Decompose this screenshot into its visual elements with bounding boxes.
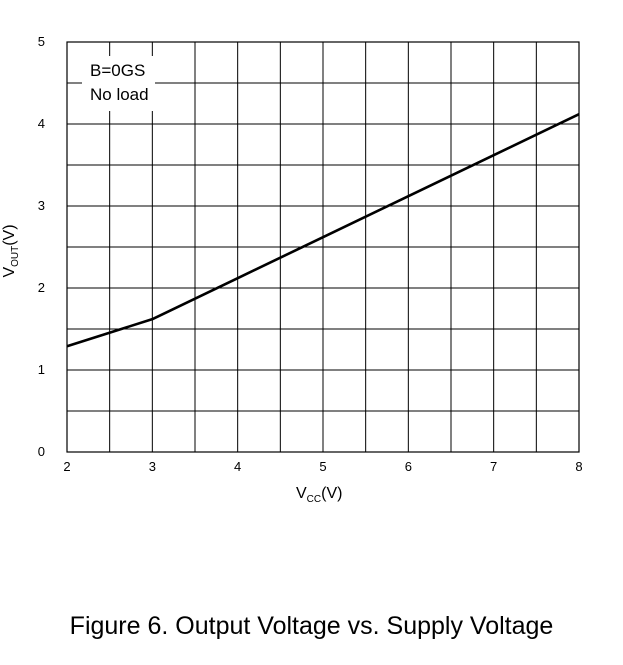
x-tick-label: 5: [319, 459, 326, 474]
y-tick-label: 5: [38, 34, 45, 49]
x-tick-label: 3: [149, 459, 156, 474]
plot-frame: [66, 41, 580, 453]
annotation-load: No load: [90, 85, 149, 104]
x-tick-labels: 2 3 4 5 6 7 8: [63, 459, 582, 474]
y-tick-labels: 0 1 2 3 4 5: [38, 34, 45, 459]
y-axis-title: VOUT(V): [1, 224, 21, 277]
x-tick-label: 8: [575, 459, 582, 474]
x-tick-label: 6: [405, 459, 412, 474]
series-line: [66, 112, 580, 348]
x-tick-label: 4: [234, 459, 241, 474]
y-tick-label: 0: [38, 444, 45, 459]
figure-caption: Figure 6. Output Voltage vs. Supply Volt…: [69, 612, 554, 640]
x-tick-label: 7: [490, 459, 497, 474]
y-tick-label: 3: [38, 198, 45, 213]
x-axis-title-sub: CC: [306, 494, 322, 506]
y-tick-label: 4: [38, 116, 45, 131]
annotation-field: B=0GS: [90, 61, 146, 80]
x-axis-title-unit: (V): [321, 485, 343, 502]
y-tick-label: 2: [38, 280, 45, 295]
x-axis-title: VCC(V): [296, 485, 342, 505]
y-axis-title-main: V: [0, 266, 18, 278]
x-axis-title-main: V: [296, 485, 307, 502]
annotation-box: B=0GS No load: [82, 56, 155, 111]
y-tick-label: 1: [38, 362, 45, 377]
y-axis-title-unit: (V): [0, 224, 18, 246]
series-group: [66, 112, 580, 348]
y-axis-title-sub: OUT: [10, 245, 22, 267]
x-tick-label: 2: [63, 459, 70, 474]
